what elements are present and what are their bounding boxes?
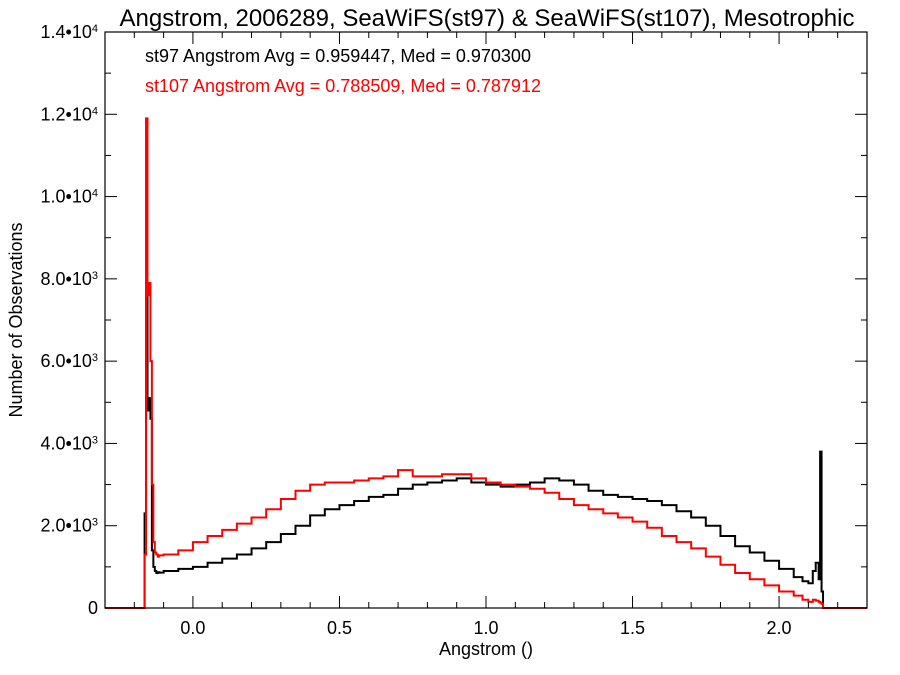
y-axis-label: Number of Observations: [6, 222, 26, 417]
x-tick-label: 1.0: [473, 618, 498, 638]
x-tick-label: 0.0: [180, 618, 205, 638]
y-tick-label: 8.0•103: [41, 269, 98, 289]
annotation-st97: st97 Angstrom Avg = 0.959447, Med = 0.97…: [145, 46, 531, 66]
y-tick-label: 2.0•103: [41, 516, 98, 536]
x-axis-label: Angstrom (): [439, 639, 533, 659]
annotation-st107: st107 Angstrom Avg = 0.788509, Med = 0.7…: [145, 76, 541, 96]
y-tick-label: 6.0•103: [41, 351, 98, 371]
y-tick-label: 1.2•104: [41, 104, 98, 124]
y-tick-label: 0: [88, 598, 98, 618]
x-tick-label: 1.5: [620, 618, 645, 638]
series-layer: [105, 117, 867, 609]
x-tick-label: 2.0: [767, 618, 792, 638]
chart-title: Angstrom, 2006289, SeaWiFS(st97) & SeaWi…: [120, 5, 855, 32]
series-line-st97: [105, 294, 867, 609]
y-tick-label: 4.0•103: [41, 433, 98, 453]
y-tick-label: 1.0•104: [41, 187, 98, 207]
y-tick-label: 1.4•104: [41, 22, 98, 42]
x-tick-label: 0.5: [327, 618, 352, 638]
axis-layer: 0.0 0.5 1.0 1.5 2.0 0 2.0•103 4.0•103 6.0•103 8.0…: [41, 22, 867, 638]
series-line-st107: [105, 117, 867, 609]
